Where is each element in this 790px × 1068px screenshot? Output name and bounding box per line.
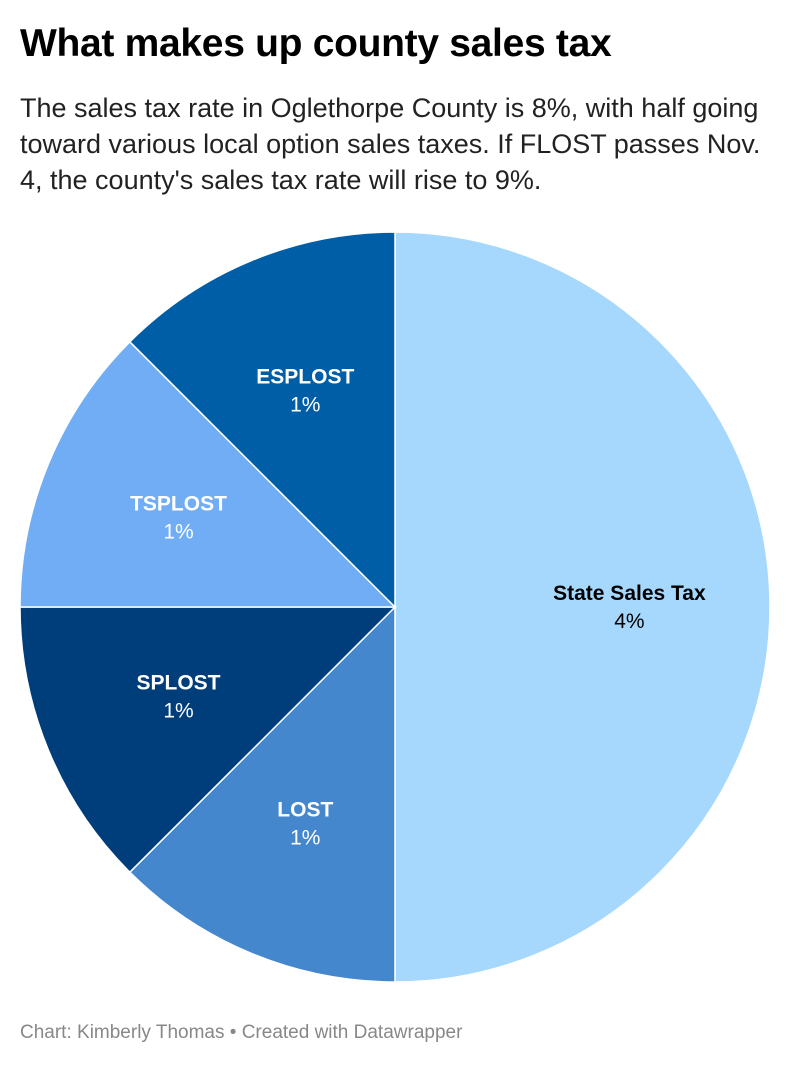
pie-slice-splost (19, 606, 397, 874)
slice-value-tsplost: 1% (163, 520, 193, 543)
slice-value-lost: 1% (290, 827, 320, 850)
pie-slice-state-sales-tax (394, 231, 771, 983)
pie-chart: State Sales Tax 4% LOST 1% SPLOST 1% TSPLOST 1%… (19, 231, 771, 983)
pie-slice-tsplost (19, 340, 397, 608)
pie-slices (19, 231, 771, 983)
chart-subtitle: The sales tax rate in Oglethorpe County … (20, 93, 761, 195)
slice-label-lost: LOST (277, 799, 333, 822)
slice-label-splost: SPLOST (136, 672, 220, 695)
slice-label-state-sales-tax: State Sales Tax (553, 582, 706, 605)
slice-value-splost: 1% (163, 700, 193, 723)
chart-credit: Chart: Kimberly Thomas • Created with Da… (20, 1022, 463, 1043)
pie-slice-lost (128, 605, 396, 983)
slice-value-esplost: 1% (290, 394, 320, 417)
slice-label-tsplost: TSPLOST (130, 492, 227, 515)
chart-title: What makes up county sales tax (20, 22, 612, 65)
pie-slice-esplost (128, 231, 396, 609)
pie-labels: State Sales Tax 4% LOST 1% SPLOST 1% TSPLOST 1%… (130, 366, 706, 850)
slice-value-state-sales-tax: 4% (614, 610, 644, 633)
slice-label-esplost: ESPLOST (256, 366, 354, 389)
